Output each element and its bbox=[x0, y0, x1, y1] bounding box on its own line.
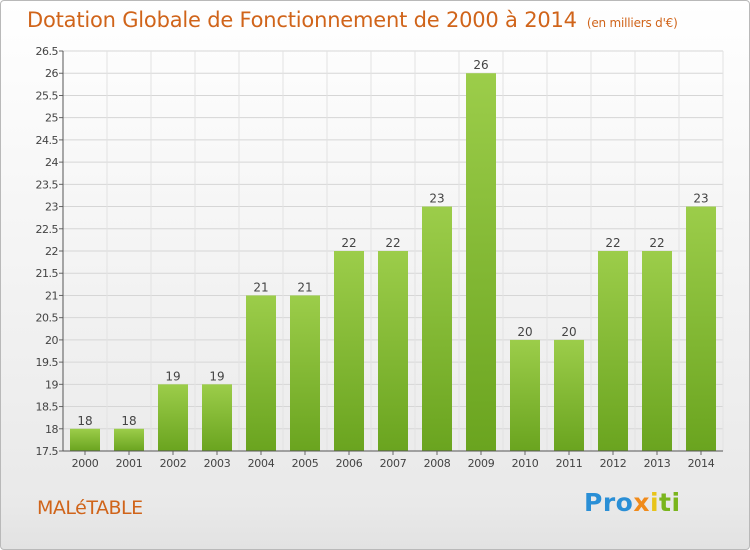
data-label: 22 bbox=[341, 236, 356, 250]
bar bbox=[642, 251, 672, 451]
x-tick-label: 2002 bbox=[160, 457, 187, 470]
data-label: 19 bbox=[209, 369, 224, 383]
data-label: 21 bbox=[297, 280, 312, 294]
bar bbox=[686, 206, 716, 451]
data-label: 22 bbox=[605, 236, 620, 250]
bar bbox=[378, 251, 408, 451]
x-tick-label: 2014 bbox=[688, 457, 715, 470]
data-label: 18 bbox=[121, 414, 136, 428]
bar bbox=[510, 339, 540, 451]
bar bbox=[246, 295, 276, 451]
bar bbox=[466, 73, 496, 451]
y-tick-label: 20 bbox=[45, 334, 58, 347]
y-tick-label: 25 bbox=[45, 112, 58, 125]
data-label: 20 bbox=[517, 325, 532, 339]
chart-title: Dotation Globale de Fonctionnement de 20… bbox=[27, 8, 678, 32]
axes bbox=[59, 50, 723, 455]
bar bbox=[158, 384, 188, 451]
unit-note: (en milliers d'€) bbox=[586, 16, 678, 30]
x-tick-label: 2009 bbox=[468, 457, 495, 470]
proxiti-logo: Proxiti bbox=[584, 488, 681, 517]
y-tick-label: 18 bbox=[45, 423, 58, 436]
bar bbox=[334, 251, 364, 451]
y-tick-label: 22.5 bbox=[36, 223, 59, 236]
y-tick-label: 23.5 bbox=[36, 178, 59, 191]
bar bbox=[422, 206, 452, 451]
data-label: 20 bbox=[561, 325, 576, 339]
commune-name: MALéTABLE bbox=[37, 497, 143, 519]
x-tick-label: 2012 bbox=[600, 457, 627, 470]
y-tick-label: 26.5 bbox=[36, 45, 59, 58]
bar bbox=[202, 384, 232, 451]
data-label: 26 bbox=[473, 58, 488, 72]
data-label: 22 bbox=[649, 236, 664, 250]
x-tick-label: 2000 bbox=[72, 457, 99, 470]
y-tick-label: 24 bbox=[45, 156, 58, 169]
x-tick-label: 2011 bbox=[556, 457, 583, 470]
y-tick-label: 25.5 bbox=[36, 89, 59, 102]
bar bbox=[290, 295, 320, 451]
data-label: 21 bbox=[253, 280, 268, 294]
y-tick-label: 24.5 bbox=[36, 134, 59, 147]
x-tick-label: 2005 bbox=[292, 457, 319, 470]
y-tick-label: 23 bbox=[45, 201, 58, 214]
y-tick-label: 18.5 bbox=[36, 401, 59, 414]
y-tick-label: 21.5 bbox=[36, 267, 59, 280]
bars bbox=[70, 73, 716, 451]
x-tick-label: 2007 bbox=[380, 457, 407, 470]
y-tick-label: 19.5 bbox=[36, 356, 59, 369]
x-tick-label: 2001 bbox=[116, 457, 143, 470]
x-tick-label: 2008 bbox=[424, 457, 451, 470]
y-tick-label: 26 bbox=[45, 67, 58, 80]
y-tick-label: 17.5 bbox=[36, 445, 59, 458]
bar bbox=[70, 428, 100, 451]
x-tick-label: 2006 bbox=[336, 457, 363, 470]
data-label: 23 bbox=[429, 192, 444, 206]
x-tick-label: 2010 bbox=[512, 457, 539, 470]
x-tick-label: 2004 bbox=[248, 457, 275, 470]
y-tick-label: 22 bbox=[45, 245, 58, 258]
chart-title-text: Dotation Globale de Fonctionnement de 20… bbox=[27, 8, 577, 32]
bar bbox=[114, 428, 144, 451]
y-tick-label: 21 bbox=[45, 289, 58, 302]
x-tick-label: 2013 bbox=[644, 457, 671, 470]
data-label: 22 bbox=[385, 236, 400, 250]
y-tick-label: 19 bbox=[45, 378, 58, 391]
labels: 17.5 18 18.5 19 19.5 20 20.5 21 21.5 22 22.5 23 23.5… bbox=[36, 45, 715, 470]
y-tick-label: 20.5 bbox=[36, 312, 59, 325]
x-tick-label: 2003 bbox=[204, 457, 231, 470]
bar bbox=[598, 251, 628, 451]
bar bbox=[554, 339, 584, 451]
data-label: 19 bbox=[165, 369, 180, 383]
data-label: 18 bbox=[77, 414, 92, 428]
data-label: 23 bbox=[693, 192, 708, 206]
